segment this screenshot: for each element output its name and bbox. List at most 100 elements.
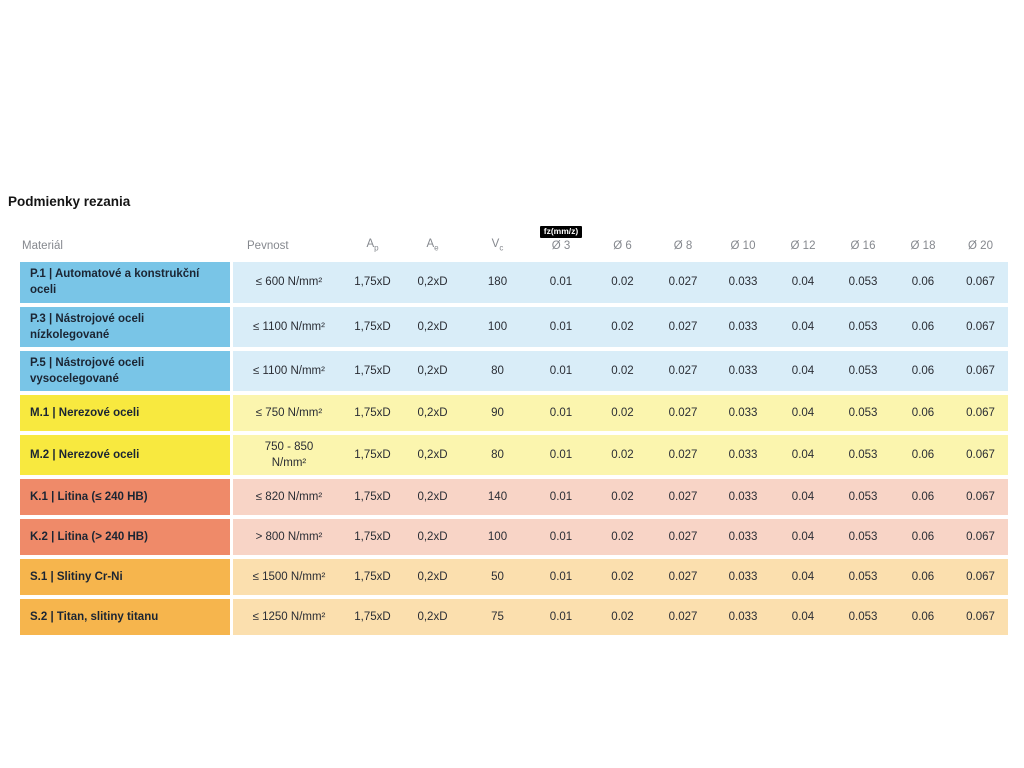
fz-cell: 0.027 (653, 394, 713, 431)
pevnost-cell: 750 - 850 N/mm² (233, 434, 345, 476)
ae-symbol: A (426, 238, 435, 251)
pevnost-cell: ≤ 1100 N/mm² (233, 350, 345, 391)
material-cell: P.5 | Nástrojové oceli vysocelegované (20, 350, 233, 391)
ap-cell: 1,75xD (345, 434, 400, 476)
material-cell: M.1 | Nerezové oceli (20, 394, 233, 431)
fz-cell: 0.053 (833, 519, 893, 556)
fz-cell: 0.053 (833, 350, 893, 391)
ap-cell: 1,75xD (345, 559, 400, 596)
material-cell: P.1 | Automatové a konstrukční oceli (20, 262, 233, 303)
fz-cell: 0.01 (530, 306, 592, 347)
col-header-ap: Ap (345, 226, 400, 258)
ap-cell: 1,75xD (345, 394, 400, 431)
fz-cell: 0.053 (833, 599, 893, 636)
fz-cell: 0.033 (713, 350, 773, 391)
fz-cell: 0.06 (893, 559, 953, 596)
ae-cell: 0,2xD (400, 394, 465, 431)
fz-cell: 0.053 (833, 262, 893, 303)
fz-cell: 0.02 (592, 262, 653, 303)
ae-cell: 0,2xD (400, 559, 465, 596)
fz-cell: 0.033 (713, 479, 773, 516)
fz-cell: 0.01 (530, 262, 592, 303)
fz-cell: 0.02 (592, 434, 653, 476)
fz-cell: 0.033 (713, 559, 773, 596)
fz-cell: 0.01 (530, 394, 592, 431)
fz-cell: 0.033 (713, 262, 773, 303)
vc-cell: 50 (465, 559, 530, 596)
table-row: M.2 | Nerezové oceli 750 - 850 N/mm² 1,75x… (20, 434, 1008, 476)
vc-cell: 80 (465, 350, 530, 391)
ae-cell: 0,2xD (400, 434, 465, 476)
material-cell: P.3 | Nástrojové oceli nízkolegované (20, 306, 233, 347)
fz-cell: 0.04 (773, 262, 833, 303)
fz-cell: 0.027 (653, 519, 713, 556)
fz-cell: 0.06 (893, 599, 953, 636)
ae-cell: 0,2xD (400, 350, 465, 391)
fz-cell: 0.06 (893, 479, 953, 516)
fz-cell: 0.067 (953, 559, 1008, 596)
fz-cell: 0.027 (653, 306, 713, 347)
fz-cell: 0.027 (653, 479, 713, 516)
table-row: K.1 | Litina (≤ 240 HB) ≤ 820 N/mm² 1,75xD… (20, 479, 1008, 516)
ae-cell: 0,2xD (400, 519, 465, 556)
ap-cell: 1,75xD (345, 262, 400, 303)
diameter-label: Ø 3 (551, 240, 571, 253)
table-row: P.3 | Nástrojové oceli nízkolegované ≤ 11… (20, 306, 1008, 347)
material-cell: S.2 | Titan, slitiny titanu (20, 599, 233, 636)
table-row: K.2 | Litina (> 240 HB) > 800 N/mm² 1,75xD… (20, 519, 1008, 556)
ae-cell: 0,2xD (400, 599, 465, 636)
col-header-diameter-8: Ø 8 (673, 240, 693, 253)
fz-cell: 0.01 (530, 559, 592, 596)
fz-cell: 0.02 (592, 350, 653, 391)
pevnost-cell: ≤ 1100 N/mm² (233, 306, 345, 347)
material-cell: M.2 | Nerezové oceli (20, 434, 233, 476)
fz-cell: 0.04 (773, 394, 833, 431)
fz-cell: 0.02 (592, 306, 653, 347)
fz-cell: 0.067 (953, 599, 1008, 636)
pevnost-cell: ≤ 1500 N/mm² (233, 559, 345, 596)
ap-subscript: p (374, 243, 379, 253)
ae-cell: 0,2xD (400, 306, 465, 347)
material-cell: K.1 | Litina (≤ 240 HB) (20, 479, 233, 516)
fz-cell: 0.067 (953, 306, 1008, 347)
fz-cell: 0.06 (893, 519, 953, 556)
cutting-conditions-table: Materiál Pevnost Ap Ae Vc fz(mm/z) Ø 3 Ø… (20, 222, 1008, 639)
fz-cell: 0.033 (713, 519, 773, 556)
ap-cell: 1,75xD (345, 519, 400, 556)
fz-cell: 0.04 (773, 519, 833, 556)
vc-cell: 140 (465, 479, 530, 516)
table-row: S.2 | Titan, slitiny titanu ≤ 1250 N/mm² 1… (20, 599, 1008, 636)
ae-cell: 0,2xD (400, 262, 465, 303)
fz-cell: 0.02 (592, 479, 653, 516)
col-header-diameter-16: Ø 16 (850, 240, 876, 253)
fz-cell: 0.04 (773, 306, 833, 347)
vc-cell: 180 (465, 262, 530, 303)
fz-cell: 0.067 (953, 262, 1008, 303)
fz-cell: 0.01 (530, 479, 592, 516)
col-header-ae: Ae (400, 226, 465, 258)
fz-cell: 0.027 (653, 262, 713, 303)
fz-cell: 0.033 (713, 434, 773, 476)
ap-cell: 1,75xD (345, 306, 400, 347)
fz-cell: 0.01 (530, 350, 592, 391)
ae-cell: 0,2xD (400, 479, 465, 516)
ap-symbol: A (366, 238, 375, 251)
table-row: P.1 | Automatové a konstrukční oceli ≤ 60… (20, 262, 1008, 303)
fz-cell: 0.04 (773, 350, 833, 391)
fz-cell: 0.06 (893, 306, 953, 347)
fz-cell: 0.067 (953, 519, 1008, 556)
table-row: M.1 | Nerezové oceli ≤ 750 N/mm² 1,75xD 0,2… (20, 394, 1008, 431)
fz-cell: 0.04 (773, 559, 833, 596)
fz-cell: 0.04 (773, 434, 833, 476)
vc-symbol: V (491, 238, 500, 251)
fz-cell: 0.027 (653, 599, 713, 636)
fz-cell: 0.067 (953, 350, 1008, 391)
pevnost-cell: ≤ 600 N/mm² (233, 262, 345, 303)
vc-cell: 75 (465, 599, 530, 636)
fz-cell: 0.06 (893, 262, 953, 303)
header-row: Materiál Pevnost Ap Ae Vc fz(mm/z) Ø 3 Ø… (20, 226, 1008, 258)
vc-cell: 80 (465, 434, 530, 476)
vc-cell: 90 (465, 394, 530, 431)
fz-unit-badge: fz(mm/z) (539, 226, 583, 239)
